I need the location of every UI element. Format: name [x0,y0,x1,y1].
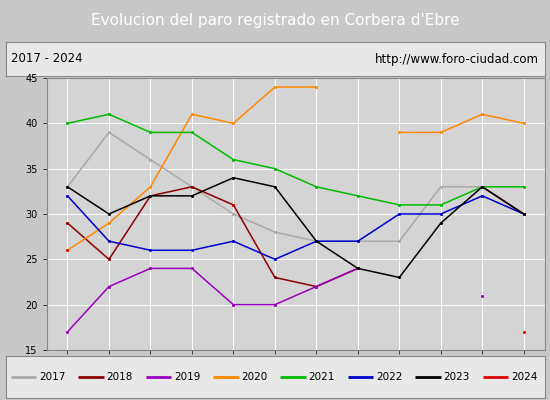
Text: Evolucion del paro registrado en Corbera d'Ebre: Evolucion del paro registrado en Corbera… [91,12,459,28]
Text: 2021: 2021 [309,372,335,382]
Text: 2017: 2017 [39,372,65,382]
Text: 2018: 2018 [107,372,133,382]
Text: 2019: 2019 [174,372,200,382]
Text: 2022: 2022 [376,372,403,382]
Text: 2020: 2020 [241,372,267,382]
Text: 2017 - 2024: 2017 - 2024 [11,52,82,66]
Text: 2023: 2023 [443,372,470,382]
Text: 2024: 2024 [511,372,537,382]
Text: http://www.foro-ciudad.com: http://www.foro-ciudad.com [375,52,539,66]
